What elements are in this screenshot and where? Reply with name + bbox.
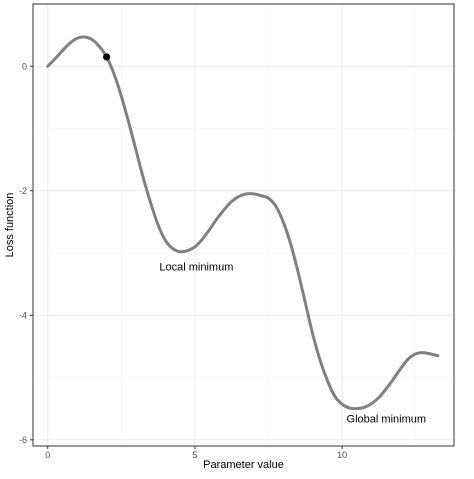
x-axis-title: Parameter value [203,459,284,471]
y-tick-label: -2 [19,186,27,196]
grid-layer [33,4,454,446]
minimum-annotation-label: Global minimum [347,414,426,426]
tick-layer: 0 5 10 0 -2 -4 -6 [19,61,347,460]
minimum-annotation-label: Local minimum [159,262,233,274]
annotation-layer: Local minimum Global minimum [159,262,426,426]
current-parameter-point [103,53,111,61]
panel-border [32,3,455,447]
y-tick-label: -6 [19,435,27,445]
series-layer [46,35,440,411]
y-axis-title: Loss function [4,193,16,258]
x-tick-label: 0 [45,450,50,460]
y-tick-label: -4 [19,310,27,320]
x-tick-label: 5 [192,450,197,460]
x-tick-label: 10 [337,450,347,460]
y-tick-label: 0 [22,61,27,71]
loss-curve-line [46,35,440,411]
